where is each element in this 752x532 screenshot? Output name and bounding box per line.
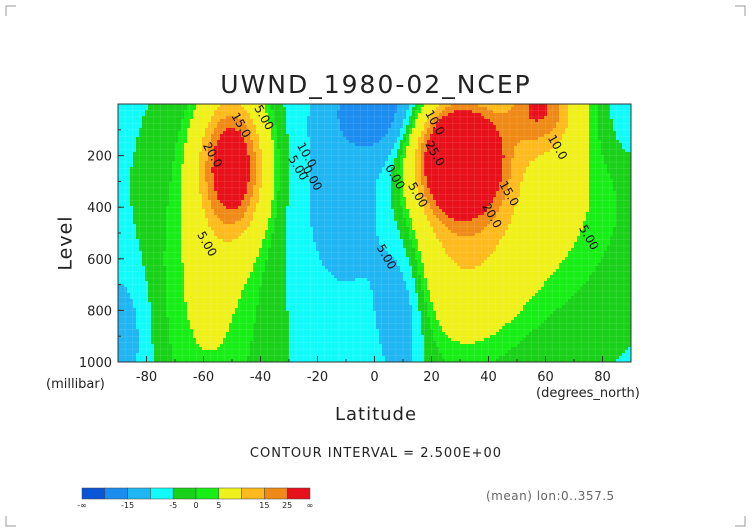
colorbar-swatch xyxy=(81,487,106,500)
colorbar-label: 15 xyxy=(259,501,269,510)
colorbar-label: -∞ xyxy=(77,501,87,510)
colorbar-swatch xyxy=(218,487,242,500)
colorbar-swatch xyxy=(286,487,311,500)
colorbar-swatch xyxy=(195,487,220,500)
colorbar-swatch xyxy=(127,487,151,500)
x-tick-label: -80 xyxy=(136,370,157,385)
page-corner-marks xyxy=(5,5,746,527)
x-tick-label: 20 xyxy=(423,370,440,385)
y-tick-label: 400 xyxy=(87,201,112,216)
colorbar-label: 25 xyxy=(282,501,292,510)
x-tick-label: 40 xyxy=(480,370,497,385)
y-tick-label: 1000 xyxy=(79,356,112,371)
wind-field xyxy=(118,104,631,362)
colorbar-label: -15 xyxy=(121,501,134,510)
colorbar-swatch xyxy=(264,487,288,500)
y-tick-label: 600 xyxy=(87,253,112,268)
colorbar-swatch xyxy=(241,487,265,500)
y-axis-unit: (millibar) xyxy=(46,377,105,392)
y-tick-label: 800 xyxy=(87,304,112,319)
averaging-note: (mean) lon:0..357.5 xyxy=(486,489,615,503)
chart-title: UWND_1980-02_NCEP xyxy=(220,70,532,99)
x-axis-label: Latitude xyxy=(334,404,418,425)
contour-interval-note: CONTOUR INTERVAL = 2.500E+00 xyxy=(249,446,503,461)
x-tick-label: -40 xyxy=(250,370,271,385)
x-tick-label: 80 xyxy=(594,370,611,385)
colorbar-label: 0 xyxy=(193,501,198,510)
colorbar-label: -5 xyxy=(169,501,177,510)
y-axis-label: Level xyxy=(54,215,77,271)
colorbar-swatch xyxy=(150,487,174,500)
colorbar-label: 5 xyxy=(216,501,221,510)
colorbar-label: ∞ xyxy=(307,501,314,510)
x-axis-unit: (degrees_north) xyxy=(536,386,640,401)
x-tick-label: -20 xyxy=(307,370,328,385)
x-tick-label: -60 xyxy=(193,370,214,385)
x-tick-label: 0 xyxy=(370,370,378,385)
y-tick-label: 200 xyxy=(87,150,112,165)
colorbar-swatch xyxy=(104,487,128,500)
x-tick-label: 60 xyxy=(537,370,554,385)
colorbar-swatch xyxy=(172,487,197,500)
grid-lines xyxy=(118,104,631,362)
